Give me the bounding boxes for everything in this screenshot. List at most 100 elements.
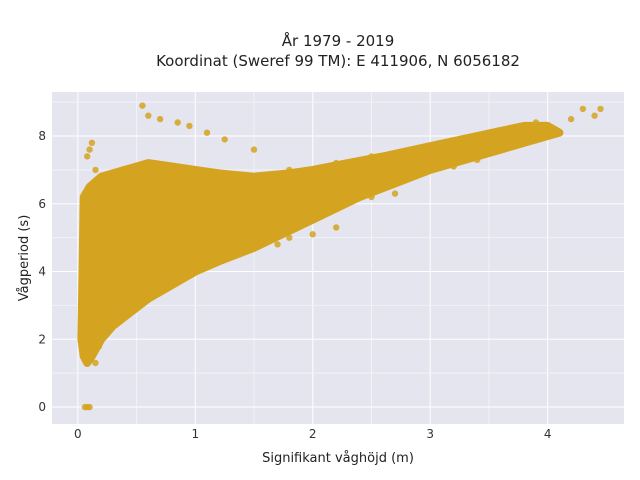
data-point <box>88 183 96 191</box>
y-tick-label: 0 <box>38 400 46 414</box>
data-point <box>98 268 105 275</box>
data-point <box>274 200 281 207</box>
data-point <box>567 115 575 123</box>
data-point <box>109 309 117 316</box>
data-point <box>462 143 469 150</box>
x-axis-title: Signifikant våghöjd (m) <box>262 451 414 466</box>
data-point <box>86 146 93 153</box>
data-point <box>104 319 111 326</box>
data-point <box>156 271 164 279</box>
data-point <box>309 200 316 207</box>
data-point <box>427 166 434 174</box>
data-point <box>427 146 434 153</box>
data-point <box>250 180 258 187</box>
x-axis-ticks: 0 1 2 3 4 <box>74 427 551 441</box>
data-point <box>250 244 258 251</box>
data-point <box>544 126 551 133</box>
data-point <box>274 241 281 248</box>
data-point <box>88 353 96 360</box>
data-point <box>156 248 164 255</box>
data-point <box>145 278 152 285</box>
data-point <box>474 156 481 163</box>
data-point <box>215 170 222 177</box>
data-point <box>98 173 105 180</box>
point-cloud <box>77 121 564 367</box>
data-point <box>86 217 93 224</box>
y-axis-ticks: 0 2 4 6 8 <box>38 129 46 414</box>
data-point <box>180 254 187 262</box>
data-point <box>192 220 199 228</box>
data-point <box>591 112 598 119</box>
data-point <box>86 403 93 411</box>
data-point <box>203 129 211 136</box>
chart-title: År 1979 - 2019 <box>282 31 395 50</box>
x-tick-label: 3 <box>426 427 434 441</box>
dense-point-region <box>77 121 564 367</box>
x-tick-label: 0 <box>74 427 82 441</box>
data-point <box>98 241 105 248</box>
data-point <box>133 200 140 207</box>
data-point <box>145 112 152 119</box>
data-point <box>597 105 604 113</box>
data-point <box>333 224 340 231</box>
data-point <box>474 139 481 146</box>
data-point <box>368 153 375 160</box>
data-point <box>262 227 269 235</box>
data-point <box>532 119 540 126</box>
data-point <box>509 136 516 143</box>
data-point <box>227 224 234 231</box>
data-point <box>192 170 199 177</box>
data-point <box>380 153 387 160</box>
data-point <box>333 159 340 167</box>
data-point <box>109 217 117 224</box>
chart-subtitle: Koordinat (Sweref 99 TM): E 411906, N 60… <box>156 52 520 70</box>
data-point <box>203 200 211 207</box>
data-point <box>109 288 117 296</box>
data-point <box>192 180 199 187</box>
data-point <box>368 193 375 201</box>
data-point <box>84 153 91 160</box>
data-point <box>174 119 181 126</box>
data-point <box>521 132 528 140</box>
data-point <box>133 241 140 248</box>
data-point <box>84 336 91 343</box>
data-point <box>168 166 175 174</box>
data-point <box>133 170 140 177</box>
data-point <box>286 166 293 174</box>
data-point <box>344 197 352 204</box>
x-tick-label: 4 <box>544 427 552 441</box>
data-point <box>221 136 228 143</box>
data-point <box>121 288 128 296</box>
data-point <box>450 163 457 170</box>
data-point <box>115 295 123 302</box>
y-tick-label: 8 <box>38 129 46 143</box>
data-point <box>156 115 164 123</box>
data-point <box>203 251 211 258</box>
data-point <box>168 217 175 224</box>
data-point <box>92 166 99 174</box>
data-point <box>88 139 96 146</box>
data-point <box>80 288 87 296</box>
data-point <box>239 200 246 207</box>
data-point <box>95 342 103 350</box>
data-point <box>121 166 128 174</box>
data-point <box>227 248 234 255</box>
data-point <box>485 129 493 136</box>
data-point <box>145 159 152 167</box>
data-points <box>80 102 604 411</box>
data-point <box>356 173 363 180</box>
data-point <box>133 285 140 292</box>
data-point <box>309 231 316 238</box>
data-point <box>92 251 99 258</box>
data-point <box>250 146 258 153</box>
data-point <box>139 102 146 109</box>
y-tick-label: 6 <box>38 197 46 211</box>
data-point <box>168 200 175 207</box>
data-point <box>497 136 504 143</box>
y-tick-label: 2 <box>38 332 46 346</box>
data-point <box>92 359 99 367</box>
data-point <box>109 244 117 251</box>
data-point <box>286 234 293 241</box>
y-axis-title: Vågperiod (s) <box>17 215 32 302</box>
